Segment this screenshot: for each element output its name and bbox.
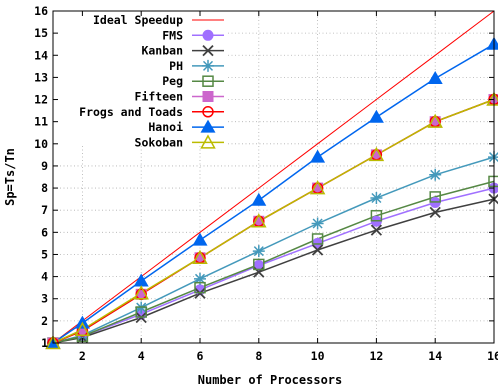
data-point-fifteen bbox=[135, 288, 147, 300]
data-point-sokoban bbox=[368, 146, 385, 162]
x-tick-label: 2 bbox=[79, 349, 86, 363]
legend-label-fms: FMS bbox=[162, 28, 183, 42]
legend-marker-ph bbox=[202, 59, 214, 72]
data-point-peg bbox=[194, 281, 206, 294]
data-point-ph bbox=[370, 192, 383, 205]
legend-label-sokoban: Sokoban bbox=[135, 135, 184, 149]
legend-label-ideal-speedup: Ideal Speedup bbox=[93, 13, 183, 27]
y-tick-label: 13 bbox=[34, 70, 48, 84]
series-line-sokoban bbox=[52, 98, 495, 344]
data-point-sokoban bbox=[309, 179, 326, 195]
y-tick-label: 5 bbox=[41, 247, 48, 261]
grid bbox=[53, 11, 494, 343]
data-point-hanoi bbox=[310, 149, 326, 163]
y-axis-title: Sp=Ts/Tn bbox=[3, 148, 17, 206]
y-tick-label: 14 bbox=[34, 48, 48, 62]
x-tick-label: 4 bbox=[138, 349, 145, 363]
legend-marker-peg bbox=[202, 75, 214, 87]
data-point-peg bbox=[135, 306, 147, 318]
x-tick-label: 10 bbox=[311, 349, 325, 363]
y-tick-label: 1 bbox=[41, 336, 48, 350]
data-point-hanoi bbox=[427, 71, 443, 85]
data-point-ph bbox=[252, 245, 265, 258]
data-point-ph bbox=[488, 151, 498, 164]
data-point-sokoban bbox=[427, 113, 443, 128]
data-point-sokoban bbox=[192, 249, 208, 265]
y-tick-label: 15 bbox=[34, 26, 48, 40]
plot-frame bbox=[52, 10, 495, 344]
data-point-kanban bbox=[311, 244, 324, 256]
data-point-hanoi bbox=[251, 192, 267, 206]
data-point-fifteen bbox=[429, 116, 441, 128]
legend-label-frogs-and-toads: Frogs and Toads bbox=[79, 105, 183, 119]
data-point-kanban bbox=[429, 206, 441, 219]
legend-marker-frogs-and-toads bbox=[202, 106, 214, 118]
data-point-hanoi bbox=[133, 273, 149, 287]
series-line-ideal-speedup bbox=[52, 10, 495, 344]
data-point-sokoban bbox=[251, 213, 267, 228]
x-tick-label: 12 bbox=[369, 349, 383, 363]
y-tick-label: 10 bbox=[34, 137, 48, 151]
data-point-hanoi bbox=[486, 36, 498, 50]
data-point-sokoban bbox=[74, 321, 91, 336]
y-tick-label: 16 bbox=[34, 4, 48, 18]
x-tick-label: 16 bbox=[487, 349, 498, 363]
y-tick-label: 12 bbox=[34, 93, 48, 107]
data-point-peg bbox=[253, 258, 265, 271]
y-tick-label: 8 bbox=[41, 181, 48, 195]
data-point-fifteen bbox=[253, 215, 265, 227]
series-line-fms bbox=[52, 187, 495, 344]
data-point-hanoi bbox=[192, 232, 208, 246]
legend-marker-kanban bbox=[202, 44, 214, 57]
data-point-ph bbox=[194, 272, 206, 285]
data-point-ph bbox=[429, 168, 442, 181]
legend-label-kanban: Kanban bbox=[141, 44, 183, 58]
legend-label-peg: Peg bbox=[162, 74, 183, 88]
legend-label-ph: PH bbox=[169, 59, 183, 73]
data-point-ph bbox=[311, 217, 324, 230]
y-tick-label: 3 bbox=[41, 292, 48, 306]
series-line-hanoi bbox=[52, 43, 495, 344]
data-point-fifteen bbox=[312, 182, 324, 194]
data-point-peg bbox=[311, 233, 324, 245]
legend-marker-hanoi bbox=[200, 119, 216, 133]
data-point-hanoi bbox=[368, 109, 384, 123]
x-axis-title: Number of Processors bbox=[198, 373, 343, 387]
legend-marker-fms bbox=[202, 29, 214, 41]
data-point-fifteen bbox=[370, 149, 382, 161]
series-line-ph bbox=[52, 156, 495, 344]
y-tick-label: 9 bbox=[41, 159, 48, 173]
x-tick-label: 14 bbox=[428, 349, 442, 363]
y-tick-label: 11 bbox=[34, 115, 48, 129]
legend-marker-fifteen bbox=[202, 91, 214, 102]
data-point-fifteen bbox=[76, 325, 88, 337]
legend-label-fifteen: Fifteen bbox=[135, 90, 184, 104]
x-tick-label: 6 bbox=[197, 349, 204, 363]
y-tick-label: 6 bbox=[41, 225, 48, 239]
legend-label-hanoi: Hanoi bbox=[148, 120, 183, 134]
data-point-fifteen bbox=[194, 252, 206, 264]
series-lines bbox=[52, 10, 495, 344]
data-point-peg bbox=[429, 191, 441, 203]
series-markers bbox=[45, 36, 498, 350]
data-point-kanban bbox=[370, 224, 383, 236]
data-point-sokoban bbox=[133, 285, 149, 300]
x-tick-label: 8 bbox=[255, 349, 262, 363]
y-tick-label: 4 bbox=[41, 270, 48, 284]
y-tick-label: 7 bbox=[41, 203, 48, 217]
y-tick-label: 2 bbox=[41, 314, 48, 328]
legend-marker-sokoban bbox=[200, 134, 216, 149]
data-point-peg bbox=[370, 209, 383, 222]
